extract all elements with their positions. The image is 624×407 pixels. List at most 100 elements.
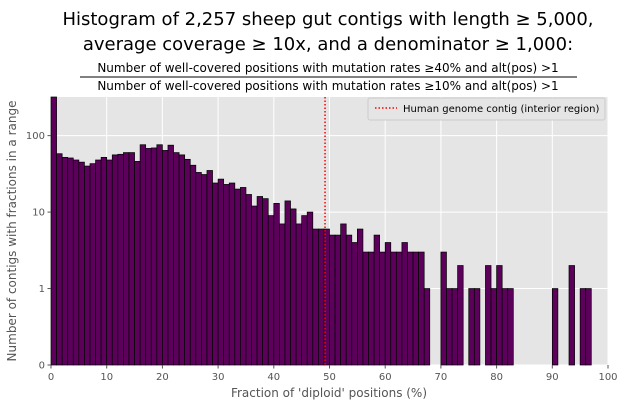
fraction-denominator: Number of well-covered positions with mu…: [97, 79, 558, 93]
fraction-numerator: Number of well-covered positions with mu…: [97, 61, 558, 75]
histogram-bar: [446, 288, 453, 366]
x-axis-label: Fraction of 'diploid' positions (%): [231, 386, 427, 400]
histogram-bar: [362, 251, 369, 366]
histogram-bar: [117, 153, 124, 366]
histogram-bar: [579, 288, 587, 366]
histogram-bar: [78, 161, 85, 366]
histogram-bar: [95, 159, 102, 366]
histogram-bar: [284, 200, 291, 366]
histogram-bar: [100, 156, 108, 366]
histogram-bar: [329, 234, 336, 366]
histogram-bar: [290, 208, 297, 366]
x-tick-label: 10: [100, 372, 113, 383]
histogram-bar: [150, 147, 158, 366]
histogram-bar: [84, 165, 91, 366]
x-tick-label: 30: [212, 372, 225, 383]
x-tick-label: 70: [435, 372, 448, 383]
histogram-bar: [267, 215, 275, 366]
histogram-bar: [501, 288, 509, 366]
x-axis-ticks: 0 10 20 30 40 50 60 70 80 90 100: [48, 365, 618, 383]
histogram-bar: [585, 288, 592, 366]
histogram-bar: [490, 288, 497, 366]
histogram-bar: [61, 156, 69, 366]
histogram-bar: [89, 163, 96, 366]
histogram-bar: [373, 234, 380, 366]
histogram-bar: [568, 265, 575, 366]
histogram-bar: [167, 144, 174, 366]
y-tick-label: 100: [26, 131, 45, 142]
y-tick-label: 10: [32, 208, 45, 219]
histogram-bar: [468, 288, 475, 366]
histogram-bar: [56, 153, 63, 366]
histogram-bar: [212, 182, 219, 366]
histogram-bar: [451, 288, 458, 366]
histogram-bar: [412, 251, 419, 366]
histogram-bar: [128, 152, 135, 366]
histogram-bar: [340, 223, 347, 366]
legend: Human genome contig (interior region): [367, 97, 606, 121]
x-tick-label: 20: [156, 372, 169, 383]
y-tick-label: 1: [39, 284, 45, 295]
histogram-bar: [312, 228, 319, 366]
histogram-bar: [384, 242, 392, 366]
histogram-bar: [228, 182, 236, 366]
chart-title-line-1: Histogram of 2,257 sheep gut contigs wit…: [62, 9, 593, 30]
histogram-bar: [473, 288, 481, 366]
histogram-bar: [139, 144, 147, 366]
histogram-bar: [173, 152, 180, 366]
x-tick-label: 60: [379, 372, 392, 383]
histogram-bar: [401, 242, 408, 366]
histogram-bar: [262, 198, 269, 366]
histogram-bar: [507, 288, 514, 366]
y-axis-label: Number of contigs with fractions in a ra…: [5, 101, 19, 362]
histogram-bar: [134, 161, 141, 366]
histogram-bar: [223, 184, 230, 366]
histogram-bar: [184, 158, 191, 366]
histogram-bar: [379, 251, 386, 366]
histogram-bar: [423, 288, 431, 366]
histogram-bar: [162, 150, 169, 366]
x-tick-label: 0: [48, 372, 54, 383]
histogram-bar: [496, 265, 503, 366]
histogram-bar: [106, 159, 113, 366]
histogram-bar: [351, 242, 358, 366]
histogram-bar: [440, 251, 447, 366]
x-tick-label: 90: [546, 372, 559, 383]
histogram-bar: [345, 234, 353, 366]
legend-entry-label: Human genome contig (interior region): [403, 104, 599, 115]
histogram-bar: [206, 170, 213, 366]
y-tick-label: 0: [39, 361, 45, 372]
histogram-bar: [334, 234, 341, 366]
histogram-bar: [395, 251, 403, 366]
histogram-bar: [318, 228, 325, 366]
x-tick-label: 50: [323, 372, 336, 383]
x-tick-label: 100: [598, 372, 617, 383]
histogram-bar: [67, 157, 74, 366]
histogram-bar: [195, 172, 202, 366]
histogram-bar: [306, 211, 314, 366]
histogram-bar: [301, 215, 308, 366]
legend-box: [367, 97, 606, 121]
chart-title-group: Histogram of 2,257 sheep gut contigs wit…: [62, 9, 593, 93]
histogram-bar: [145, 148, 152, 366]
histogram-bar: [72, 159, 80, 366]
histogram-bar: [256, 196, 264, 366]
histogram-bar: [234, 188, 241, 366]
y-axis-ticks: 0 1 10 100: [26, 131, 51, 372]
histogram-bar: [418, 251, 425, 366]
x-tick-label: 40: [267, 372, 280, 383]
histogram-bar: [251, 205, 258, 366]
histogram-bar: [390, 251, 397, 366]
histogram-bar: [123, 152, 130, 366]
histogram-bar: [457, 265, 464, 366]
histogram-bar: [50, 96, 57, 366]
histogram-bar: [111, 154, 119, 366]
histogram-bars: [50, 96, 592, 366]
histogram-bar: [273, 203, 280, 366]
histogram-bar: [368, 251, 375, 366]
histogram-bar: [178, 154, 186, 366]
histogram-bar: [217, 178, 225, 366]
chart-title-line-2: average coverage ≥ 10x, and a denominato…: [83, 34, 573, 55]
histogram-bar: [201, 174, 208, 366]
